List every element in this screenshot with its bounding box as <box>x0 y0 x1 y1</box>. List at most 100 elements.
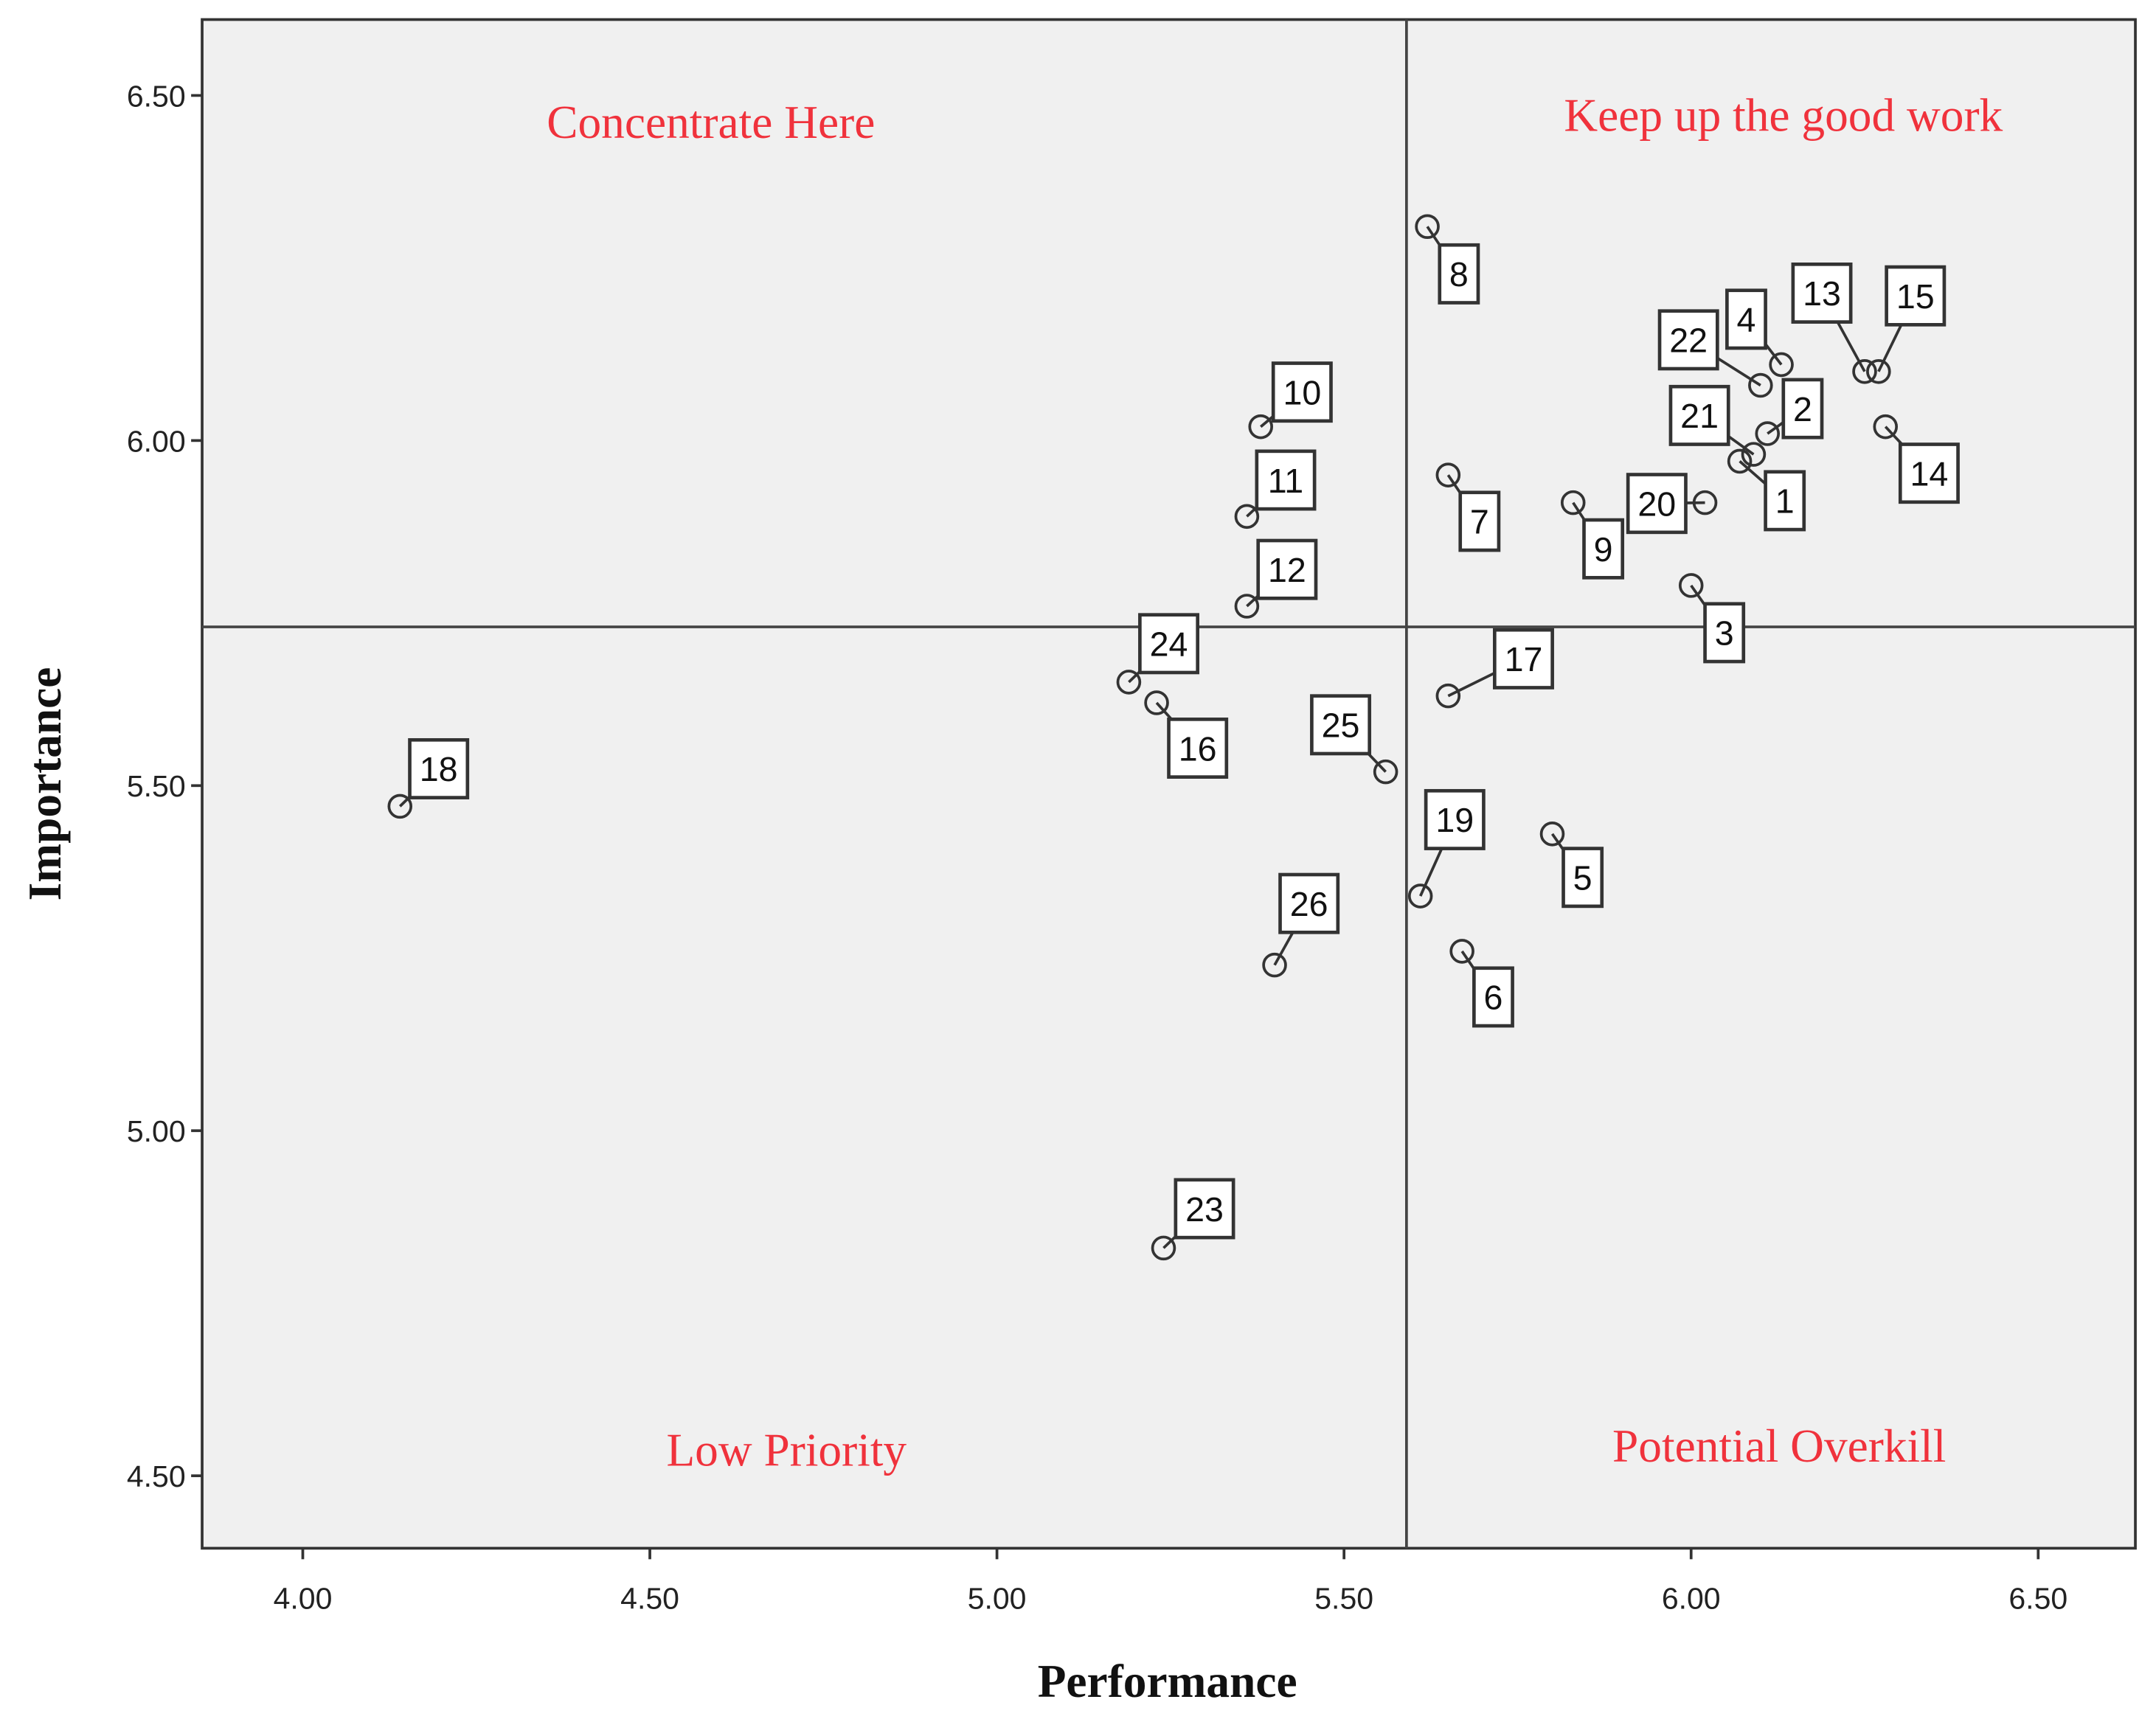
data-point-17: 17 <box>1435 628 1554 709</box>
data-point-25: 25 <box>1310 694 1398 785</box>
point-label: 26 <box>1290 885 1328 923</box>
x-tick-label: 4.50 <box>620 1581 679 1615</box>
point-label-box <box>1458 490 1501 552</box>
point-marker <box>1435 462 1461 487</box>
data-point-10: 10 <box>1248 361 1333 440</box>
point-marker <box>1539 822 1565 847</box>
data-point-8: 8 <box>1415 214 1480 305</box>
point-label-box <box>1885 265 1947 327</box>
data-point-20: 20 <box>1626 473 1718 535</box>
point-label: 4 <box>1737 301 1756 339</box>
point-label-box <box>1493 628 1554 690</box>
point-marker <box>1692 490 1718 515</box>
data-point-24: 24 <box>1116 613 1200 695</box>
quadrant-label-bottom-right: Potential Overkill <box>1612 1420 1946 1472</box>
x-tick-label: 5.00 <box>968 1581 1027 1615</box>
data-point-4: 4 <box>1725 288 1794 378</box>
point-marker <box>1144 690 1169 715</box>
point-label: 19 <box>1435 801 1474 839</box>
point-marker <box>1234 594 1260 619</box>
data-point-15: 15 <box>1866 265 1947 384</box>
data-point-9: 9 <box>1560 490 1625 580</box>
data-point-1: 1 <box>1727 448 1806 532</box>
point-marker <box>1560 490 1586 515</box>
x-axis-label: Performance <box>1038 1656 1297 1707</box>
point-label-box <box>1174 1178 1235 1240</box>
point-label: 3 <box>1715 614 1734 653</box>
point-label: 23 <box>1185 1190 1224 1229</box>
point-marker <box>1755 421 1781 446</box>
point-marker <box>1769 352 1794 378</box>
point-marker <box>387 793 413 819</box>
point-label: 13 <box>1803 274 1841 313</box>
quadrant-label-bottom-left: Low Priority <box>666 1425 907 1476</box>
data-point-14: 14 <box>1873 414 1960 504</box>
data-point-6: 6 <box>1449 939 1514 1028</box>
point-marker <box>1435 683 1461 709</box>
point-label: 9 <box>1594 530 1613 569</box>
point-label-box <box>1167 718 1229 779</box>
point-label: 10 <box>1283 373 1321 411</box>
data-point-22: 22 <box>1657 309 1773 398</box>
point-marker <box>1741 442 1767 467</box>
y-tick-label: 6.50 <box>127 79 186 113</box>
point-label-box <box>1626 473 1688 535</box>
x-tick-label: 6.00 <box>1662 1581 1721 1615</box>
y-tick-label: 5.00 <box>127 1114 186 1148</box>
point-label-box <box>1472 966 1514 1028</box>
point-marker <box>1415 214 1440 240</box>
point-marker <box>1234 504 1260 529</box>
point-label-box <box>1781 378 1824 440</box>
point-marker <box>1262 952 1287 978</box>
point-label: 20 <box>1637 485 1676 523</box>
point-label: 8 <box>1449 255 1469 294</box>
point-label-box <box>1424 788 1486 850</box>
point-label: 15 <box>1896 277 1935 316</box>
point-label-box <box>1703 602 1746 664</box>
point-label-box <box>1271 361 1333 423</box>
point-label: 24 <box>1150 625 1188 664</box>
data-point-21: 21 <box>1668 384 1767 467</box>
x-tick-label: 6.50 <box>2008 1581 2067 1615</box>
point-marker <box>1116 670 1142 695</box>
y-tick-label: 5.50 <box>127 769 186 803</box>
point-label: 2 <box>1793 390 1812 428</box>
point-label: 18 <box>420 750 458 788</box>
point-marker <box>1678 573 1704 598</box>
data-point-12: 12 <box>1234 538 1318 619</box>
point-label-box <box>1310 694 1372 756</box>
point-label-box <box>1438 243 1480 305</box>
point-marker <box>1407 883 1433 909</box>
data-point-11: 11 <box>1234 449 1317 529</box>
point-label: 12 <box>1268 551 1306 589</box>
data-point-26: 26 <box>1262 872 1340 978</box>
point-label-box <box>1138 613 1200 675</box>
point-label-box <box>1898 442 1960 504</box>
point-label: 21 <box>1680 397 1719 435</box>
point-label: 14 <box>1910 454 1948 493</box>
data-point-2: 2 <box>1755 378 1824 446</box>
point-label-box <box>1725 288 1767 350</box>
point-label-box <box>1657 309 1719 371</box>
point-label: 25 <box>1322 706 1360 745</box>
point-label-box <box>1791 262 1853 324</box>
point-label-box <box>408 737 470 799</box>
data-point-13: 13 <box>1791 262 1877 384</box>
quadrant-label-top-left: Concentrate Here <box>547 97 875 148</box>
y-tick-label: 4.50 <box>127 1459 186 1493</box>
point-label-box <box>1278 872 1340 934</box>
point-marker <box>1873 414 1899 440</box>
point-label: 5 <box>1573 859 1592 897</box>
point-label: 22 <box>1669 322 1708 360</box>
point-label-box <box>1561 847 1604 909</box>
point-marker <box>1727 448 1753 474</box>
data-point-23: 23 <box>1151 1178 1235 1261</box>
data-point-7: 7 <box>1435 462 1501 552</box>
y-tick-label: 6.00 <box>127 424 186 458</box>
data-point-5: 5 <box>1539 822 1604 909</box>
point-label: 6 <box>1484 979 1503 1017</box>
quadrant-label-top-right: Keep up the good work <box>1564 89 2003 141</box>
point-label-box <box>1668 384 1730 446</box>
data-point-18: 18 <box>387 737 470 819</box>
point-marker <box>1866 359 1891 384</box>
